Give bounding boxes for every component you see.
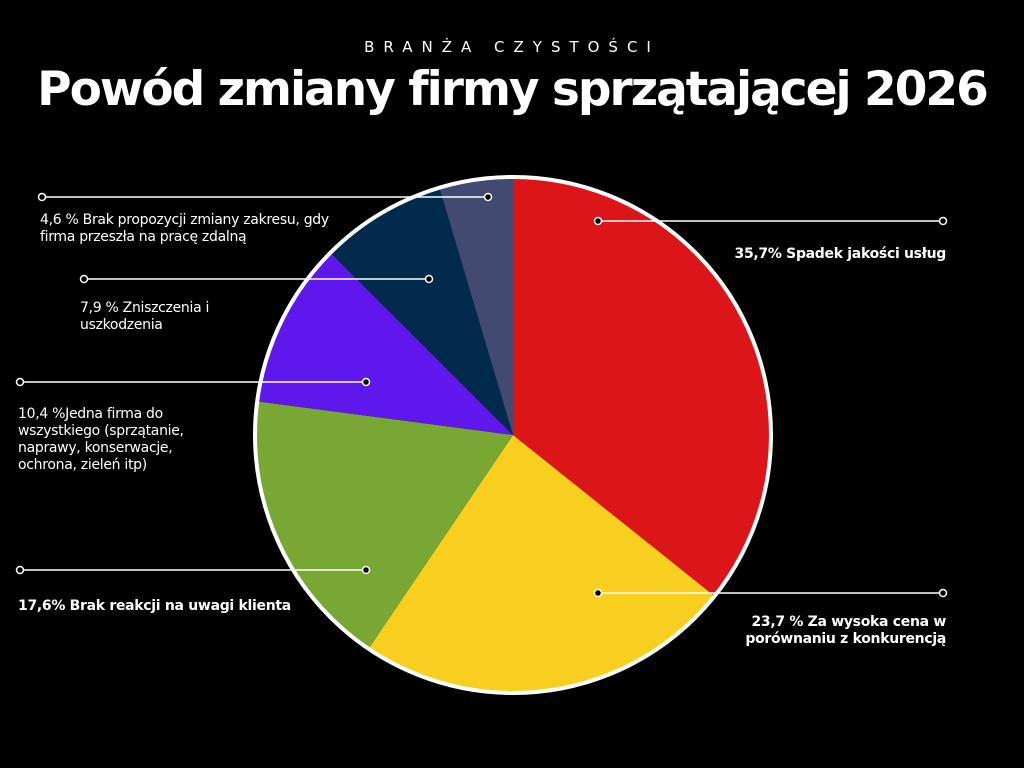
pie-slices (254, 177, 772, 694)
pie-slice-2 (254, 401, 513, 649)
leader-dot-cena-start (593, 588, 603, 598)
pie-slice-4 (330, 187, 513, 435)
label-cena: 23,7 % Za wysoka cena w porównaniu z kon… (745, 614, 946, 647)
leader-dot-reakcja-end (361, 565, 371, 575)
leader-dot-zakres-end (483, 192, 493, 202)
leader-dot-zniszczenia-end (424, 274, 434, 284)
label-zniszczenia: 7,9 % Zniszczenia i uszkodzenia (80, 300, 210, 333)
leader-dot-zakres-start (37, 192, 47, 202)
pie-slice-1 (368, 435, 715, 694)
chart-title: Powód zmiany firmy sprzątającej 2026 (37, 62, 989, 117)
chart-subtitle: BRANŻA CZYSTOŚCI (364, 38, 660, 56)
label-jedna-firma: 10,4 %Jedna firma do wszystkiego (sprząt… (18, 406, 184, 473)
label-reakcja: 17,6% Brak reakcji na uwagi klienta (18, 598, 291, 614)
leader-dot-cena-end (938, 588, 948, 598)
pie-slice-3 (257, 252, 513, 435)
pie-outline (253, 175, 773, 695)
leader-dot-jakosc-start (593, 216, 603, 226)
leader-dot-jakosc-end (938, 216, 948, 226)
leader-dot-zniszczenia-start (79, 274, 89, 284)
leader-dot-reakcja-start (15, 565, 25, 575)
leader-dot-jedna-firma-end (361, 377, 371, 387)
pie-slice-0 (513, 177, 772, 597)
pie-slice-5 (439, 177, 513, 435)
label-zakres: 4,6 % Brak propozycji zmiany zakresu, gd… (40, 212, 329, 245)
leader-dot-jedna-firma-start (15, 377, 25, 387)
callout-lines (15, 192, 948, 598)
label-jakosc: 35,7% Spadek jakości usług (734, 246, 947, 262)
